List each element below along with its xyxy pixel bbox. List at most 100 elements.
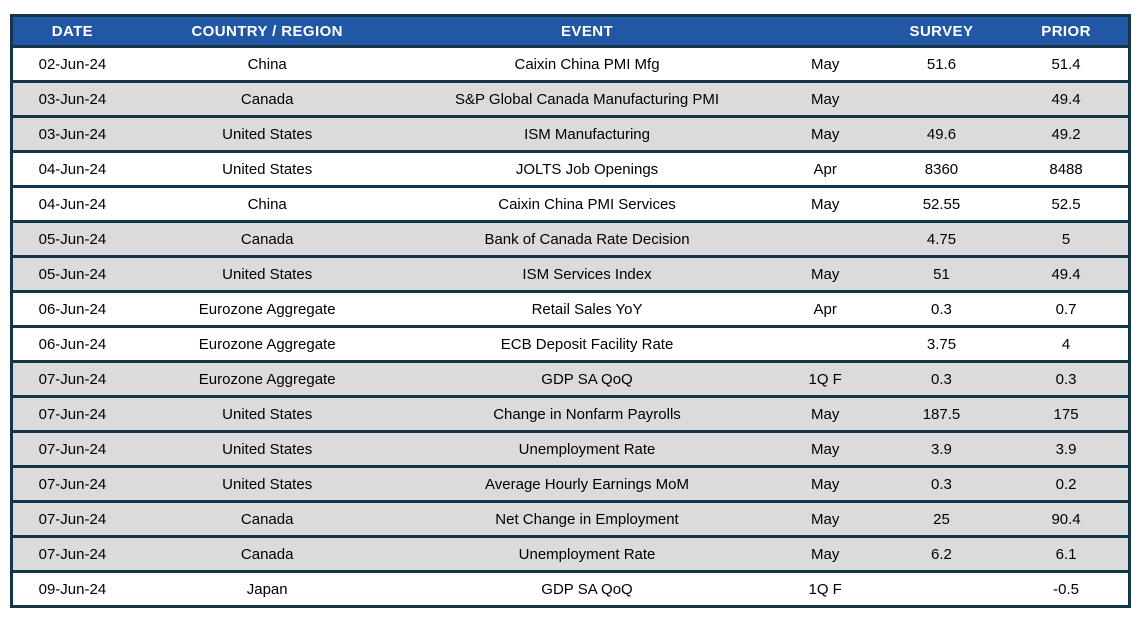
prior-cell: 4: [1004, 325, 1130, 363]
date-cell: 07-Jun-24: [11, 535, 132, 573]
column-header-survey: SURVEY: [878, 14, 1005, 48]
event-cell: ISM Manufacturing: [402, 115, 772, 153]
prior-cell: 0.3: [1004, 360, 1130, 398]
survey-cell: 0.3: [878, 290, 1005, 328]
table-row: 02-Jun-24 China Caixin China PMI Mfg May…: [11, 45, 1130, 83]
table-row: 07-Jun-24 Eurozone Aggregate GDP SA QoQ …: [11, 360, 1130, 398]
survey-cell: 6.2: [878, 535, 1005, 573]
date-cell: 05-Jun-24: [11, 220, 132, 258]
country-cell: United States: [131, 430, 403, 468]
table-row: 03-Jun-24 Canada S&P Global Canada Manuf…: [11, 80, 1130, 118]
prior-cell: 0.7: [1004, 290, 1130, 328]
date-cell: 04-Jun-24: [11, 150, 132, 188]
country-cell: Canada: [131, 80, 403, 118]
survey-cell: 51.6: [878, 45, 1005, 83]
event-cell: Net Change in Employment: [402, 500, 772, 538]
country-cell: United States: [131, 255, 403, 293]
date-cell: 07-Jun-24: [11, 500, 132, 538]
table-row: 07-Jun-24 United States Unemployment Rat…: [11, 430, 1130, 468]
survey-cell: 3.9: [878, 430, 1005, 468]
event-cell: Caixin China PMI Services: [402, 185, 772, 223]
column-header-date: DATE: [11, 14, 132, 48]
event-cell: GDP SA QoQ: [402, 570, 772, 608]
prior-cell: -0.5: [1004, 570, 1130, 608]
column-header-prior: PRIOR: [1004, 14, 1130, 48]
table-row: 06-Jun-24 Eurozone Aggregate Retail Sale…: [11, 290, 1130, 328]
header-row: DATE COUNTRY / REGION EVENT SURVEY PRIOR: [11, 14, 1130, 48]
prior-cell: 3.9: [1004, 430, 1130, 468]
country-cell: United States: [131, 150, 403, 188]
date-cell: 06-Jun-24: [11, 290, 132, 328]
country-cell: United States: [131, 395, 403, 433]
prior-cell: 52.5: [1004, 185, 1130, 223]
date-cell: 07-Jun-24: [11, 360, 132, 398]
period-cell: Apr: [771, 290, 879, 328]
prior-cell: 90.4: [1004, 500, 1130, 538]
country-cell: Canada: [131, 500, 403, 538]
period-cell: May: [771, 395, 879, 433]
period-cell: May: [771, 535, 879, 573]
table-row: 09-Jun-24 Japan GDP SA QoQ 1Q F -0.5: [11, 570, 1130, 608]
column-header-period: [771, 14, 879, 48]
survey-cell: 52.55: [878, 185, 1005, 223]
country-cell: Canada: [131, 535, 403, 573]
period-cell: Apr: [771, 150, 879, 188]
prior-cell: 51.4: [1004, 45, 1130, 83]
country-cell: Eurozone Aggregate: [131, 290, 403, 328]
period-cell: May: [771, 185, 879, 223]
event-cell: Unemployment Rate: [402, 535, 772, 573]
economic-calendar-table: DATE COUNTRY / REGION EVENT SURVEY PRIOR…: [10, 14, 1131, 608]
date-cell: 06-Jun-24: [11, 325, 132, 363]
prior-cell: 49.4: [1004, 80, 1130, 118]
period-cell: May: [771, 500, 879, 538]
survey-cell: 3.75: [878, 325, 1005, 363]
date-cell: 03-Jun-24: [11, 80, 132, 118]
survey-cell: 187.5: [878, 395, 1005, 433]
country-cell: Canada: [131, 220, 403, 258]
country-cell: United States: [131, 115, 403, 153]
period-cell: May: [771, 80, 879, 118]
period-cell: [771, 325, 879, 363]
period-cell: May: [771, 115, 879, 153]
period-cell: May: [771, 430, 879, 468]
table-header: DATE COUNTRY / REGION EVENT SURVEY PRIOR: [11, 14, 1130, 48]
date-cell: 04-Jun-24: [11, 185, 132, 223]
event-cell: JOLTS Job Openings: [402, 150, 772, 188]
survey-cell: [878, 570, 1005, 608]
prior-cell: 175: [1004, 395, 1130, 433]
period-cell: May: [771, 465, 879, 503]
event-cell: Retail Sales YoY: [402, 290, 772, 328]
event-cell: S&P Global Canada Manufacturing PMI: [402, 80, 772, 118]
table-row: 03-Jun-24 United States ISM Manufacturin…: [11, 115, 1130, 153]
country-cell: Eurozone Aggregate: [131, 360, 403, 398]
prior-cell: 8488: [1004, 150, 1130, 188]
table-row: 05-Jun-24 United States ISM Services Ind…: [11, 255, 1130, 293]
table-row: 07-Jun-24 United States Average Hourly E…: [11, 465, 1130, 503]
table-row: 05-Jun-24 Canada Bank of Canada Rate Dec…: [11, 220, 1130, 258]
survey-cell: 25: [878, 500, 1005, 538]
event-cell: Average Hourly Earnings MoM: [402, 465, 772, 503]
event-rows: 02-Jun-24 China Caixin China PMI Mfg May…: [11, 45, 1130, 608]
date-cell: 09-Jun-24: [11, 570, 132, 608]
event-cell: ECB Deposit Facility Rate: [402, 325, 772, 363]
table-row: 04-Jun-24 China Caixin China PMI Service…: [11, 185, 1130, 223]
table-row: 04-Jun-24 United States JOLTS Job Openin…: [11, 150, 1130, 188]
country-cell: China: [131, 45, 403, 83]
survey-cell: 4.75: [878, 220, 1005, 258]
table-row: 07-Jun-24 United States Change in Nonfar…: [11, 395, 1130, 433]
event-cell: Caixin China PMI Mfg: [402, 45, 772, 83]
survey-cell: 0.3: [878, 360, 1005, 398]
country-cell: Japan: [131, 570, 403, 608]
period-cell: May: [771, 255, 879, 293]
column-header-event: EVENT: [402, 14, 772, 48]
date-cell: 07-Jun-24: [11, 465, 132, 503]
prior-cell: 6.1: [1004, 535, 1130, 573]
date-cell: 02-Jun-24: [11, 45, 132, 83]
survey-cell: 0.3: [878, 465, 1005, 503]
event-cell: GDP SA QoQ: [402, 360, 772, 398]
prior-cell: 49.4: [1004, 255, 1130, 293]
period-cell: 1Q F: [771, 570, 879, 608]
event-cell: Bank of Canada Rate Decision: [402, 220, 772, 258]
prior-cell: 5: [1004, 220, 1130, 258]
prior-cell: 49.2: [1004, 115, 1130, 153]
